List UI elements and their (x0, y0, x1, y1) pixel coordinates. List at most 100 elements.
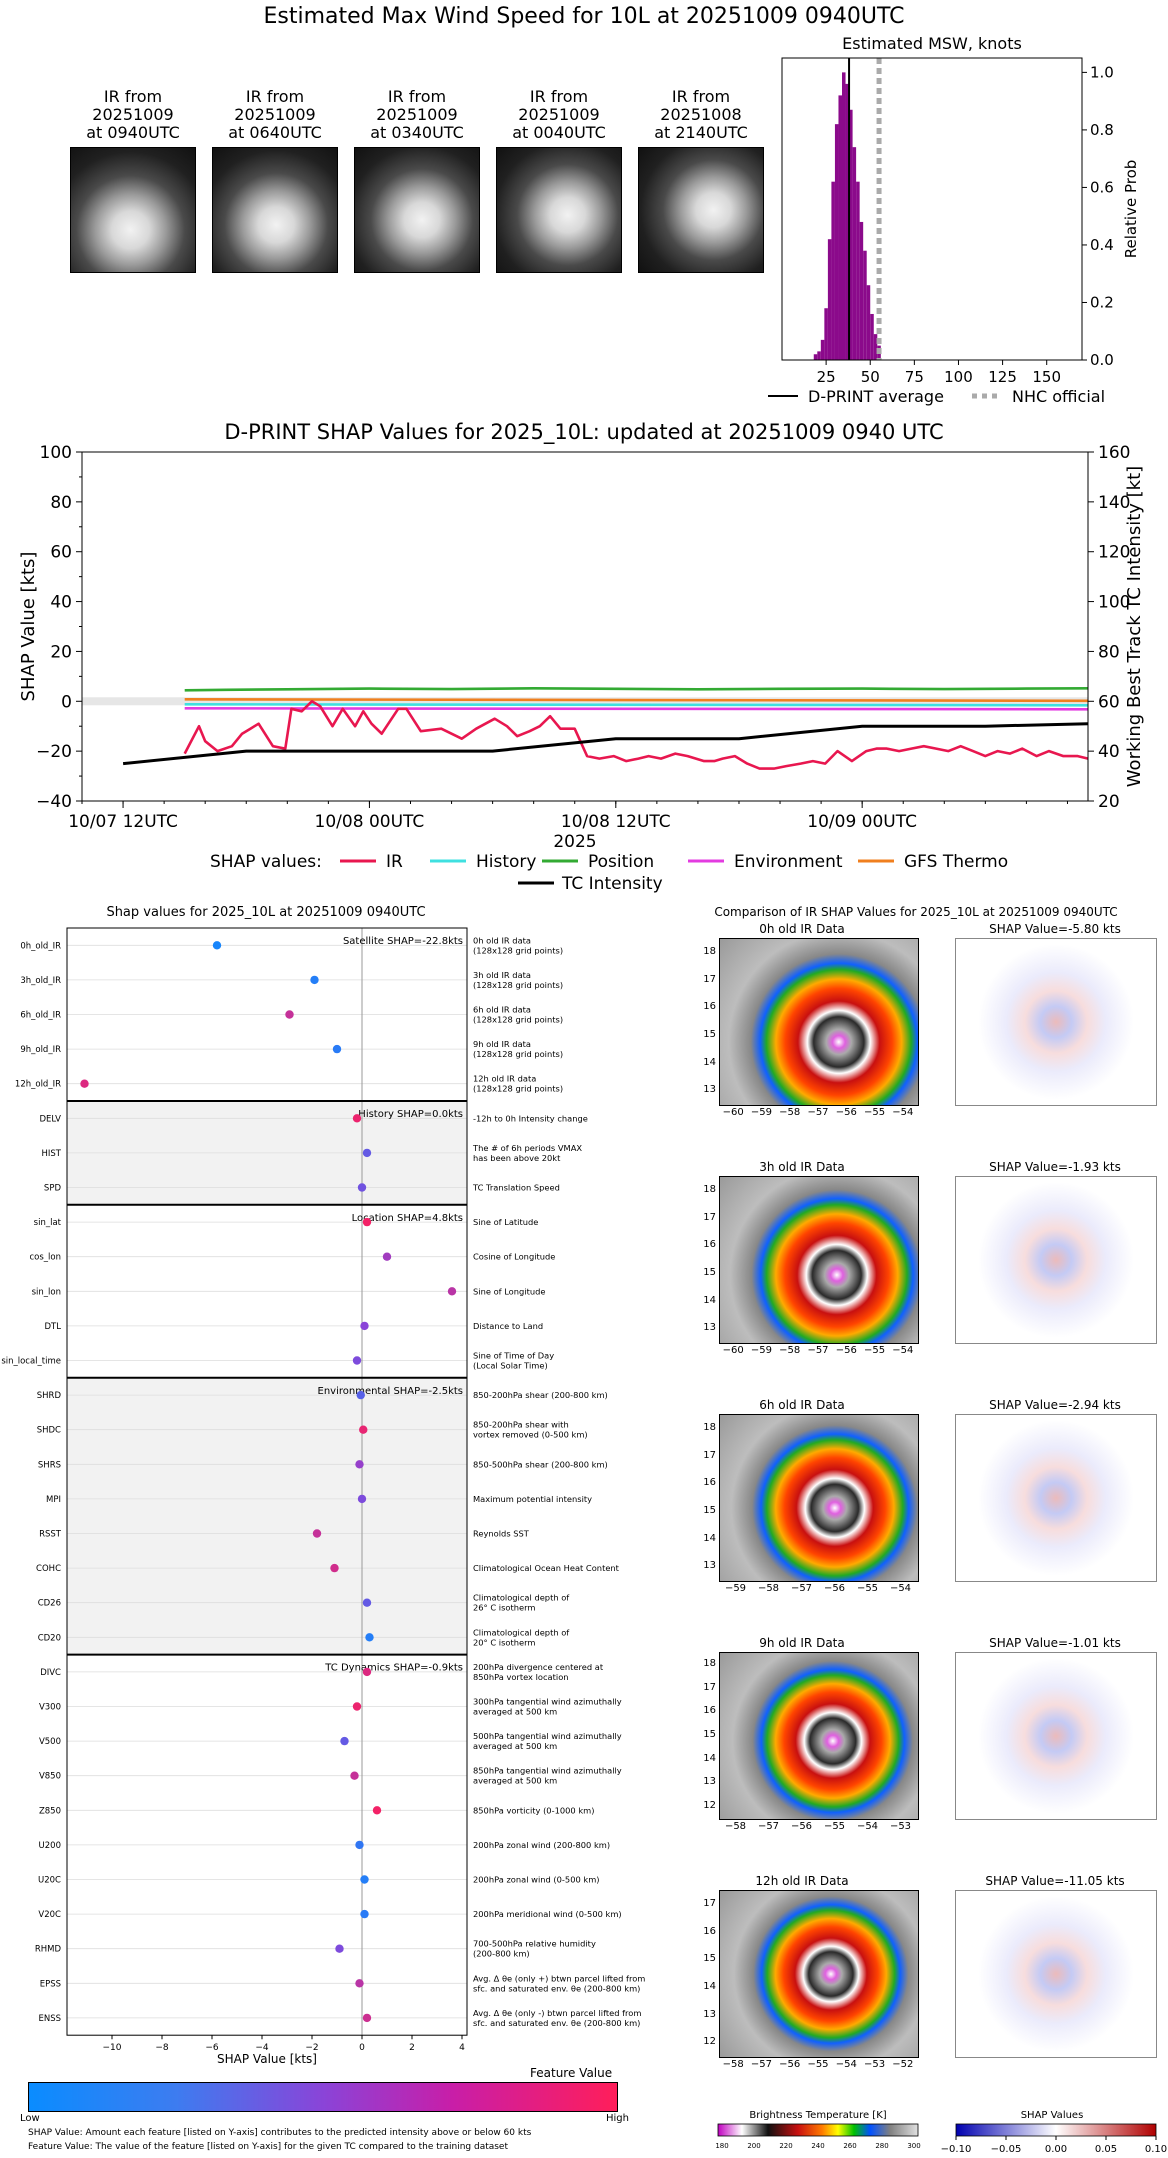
bt-tick-label: 280 (875, 2142, 888, 2150)
ts-y2-tick-label: 20 (1098, 792, 1120, 812)
feature-description: Avg. Δ θe (only +) btwn parcel lifted fr… (473, 1973, 645, 1983)
feature-shap-point (360, 1909, 369, 1919)
feature-shap-point (352, 1356, 362, 1365)
feature-description: (Local Solar Time) (473, 1361, 548, 1371)
ir-x-tick-label: −59 (750, 1345, 772, 1356)
feature-shap-point (362, 1148, 372, 1158)
shap-image-panel (955, 938, 1157, 1106)
ir-x-tick-label: −57 (807, 1107, 829, 1118)
feature-shap-point (335, 1944, 344, 1953)
shap-image-panel (955, 1890, 1157, 2058)
feature-x-tick-label: −6 (205, 2043, 219, 2053)
ir-x-tick-label: −54 (889, 1583, 912, 1594)
feature-description: Sine of Latitude (473, 1217, 538, 1227)
feature-description: 26° C isotherm (473, 1603, 535, 1613)
ir-y-tick-label: 13 (703, 1084, 716, 1096)
feature-x-axis-label: SHAP Value [kts] (217, 2052, 317, 2066)
shap-timeseries-chart: −40 −20 0 20 40 60 80 100 20 40 60 80 100 120 140 160 10… (18, 443, 1145, 894)
ir-panel-title: 6h old IR Data (759, 1398, 845, 1412)
ir-panel-title: 12h old IR Data (755, 1874, 849, 1888)
feature-description: 200hPa zonal wind (200-800 km) (473, 1840, 610, 1850)
bt-tick-label: 220 (779, 2142, 792, 2150)
thumb-caption-line: at 0940UTC (86, 123, 180, 142)
feature-name-label: MPI (46, 1495, 61, 1505)
feature-shap-point (362, 1598, 372, 1607)
thumb-caption-line: at 2140UTC (654, 123, 748, 142)
ir-x-tick-label: −58 (779, 1107, 801, 1118)
ts-x-tick-label: 10/07 12UTC (68, 812, 178, 832)
ir-x-tick-label: −56 (823, 1583, 846, 1594)
bt-colorbar (717, 2123, 919, 2137)
shap-image-panel (955, 1652, 1157, 1820)
feature-shap-point (365, 1633, 374, 1642)
bt-tick-label: 200 (747, 2142, 760, 2150)
feature-description: The # of 6h periods VMAX (472, 1143, 582, 1153)
feature-name-label: sin_local_time (1, 1357, 61, 1367)
feature-shap-point (356, 1390, 365, 1400)
thumb-caption-line: 20251009 (92, 105, 174, 124)
ir-y-tick-label: 13 (703, 2008, 716, 2020)
ir-y-tick-label: 18 (703, 1421, 716, 1433)
ir-y-tick-label: 18 (703, 945, 716, 957)
sv-tick-label: −0.10 (941, 2144, 972, 2155)
ir-y-tick-label: 17 (703, 1897, 716, 1909)
ir-image-panel (719, 1414, 919, 1582)
ir-y-tick-label: 16 (703, 1001, 716, 1013)
ir-y-tick-label: 13 (703, 1776, 716, 1788)
feature-description: Climatological Ocean Heat Content (473, 1563, 620, 1573)
histogram-bar (852, 147, 857, 360)
feature-description: 850-200hPa shear (200-800 km) (473, 1390, 608, 1400)
zero-band (82, 697, 1088, 706)
ir-y-tick-label: 14 (703, 1980, 716, 1992)
thumb-caption-line: IR from (245, 87, 305, 106)
group-label: TC Dynamics SHAP=-0.9kts (324, 1663, 463, 1674)
feature-shap-chart: Satellite SHAP=-22.8kts History SHAP=0.0k… (1, 927, 645, 2066)
feature-name-label: Z850 (39, 1806, 61, 1816)
histogram-bar (831, 181, 835, 360)
ir-thumbnail (212, 147, 338, 273)
ts-y2-axis-label: Working Best Track TC Intensity [kt] (1124, 466, 1145, 787)
ts-y2-tick-label: 160 (1098, 443, 1130, 463)
histogram-y-tick-label: 0.8 (1090, 121, 1114, 139)
histogram-y-tick-label: 0.2 (1090, 293, 1114, 311)
thumb-caption: IR from 20251009 at 0040UTC (486, 88, 632, 142)
feature-shap-point (310, 975, 319, 985)
feature-frame (66, 927, 468, 2036)
ir-image-panel (719, 1652, 919, 1820)
feature-description: 850-200hPa shear with (473, 1420, 569, 1430)
ir-panel-title: 0h old IR Data (759, 922, 845, 936)
ir-y-tick-label: 17 (703, 973, 716, 985)
ir-image-panel (719, 1890, 919, 2058)
feature-name-label: RHMD (35, 1945, 62, 1955)
feature-description: Reynolds SST (473, 1529, 530, 1539)
feature-shap-point (359, 1425, 368, 1434)
ir-y-tick-label: 15 (703, 1266, 716, 1278)
feature-shap-point (212, 941, 222, 950)
feature-x-tick-label: 4 (459, 2043, 465, 2053)
histogram-x-tick-label: 50 (861, 368, 880, 386)
feature-description: has been above 20kt (473, 1153, 561, 1163)
feature-name-label: V850 (39, 1772, 61, 1782)
feature-description: (200-800 km) (473, 1949, 530, 1959)
ir-y-tick-label: 16 (703, 1925, 716, 1937)
group-label: Location SHAP=4.8kts (352, 1213, 463, 1224)
ts-legend-label: IR (386, 852, 403, 872)
sv-colorbar (955, 2123, 1157, 2137)
histogram-y-tick-label: 0.4 (1090, 236, 1114, 254)
ir-y-tick-label: 12 (703, 2036, 716, 2048)
ts-legend-label: GFS Thermo (904, 852, 1008, 872)
ts-legend-label: History (476, 852, 536, 872)
ir-x-tick-label: −58 (757, 1583, 780, 1594)
feature-shap-point (330, 1563, 339, 1573)
ir-x-tick-label: −55 (823, 1821, 846, 1832)
feature-name-label: DIVC (40, 1668, 61, 1678)
ts-x-tick-label: 10/09 00UTC (807, 812, 917, 832)
histogram-bar (827, 239, 832, 360)
feature-shap-point (447, 1287, 457, 1296)
shap-panel-title: SHAP Value=-5.80 kts (989, 922, 1121, 936)
ir-x-tick-label: −54 (892, 1345, 914, 1356)
ts-y2-tick-label: 100 (1098, 593, 1130, 613)
thumb-caption-line: at 0340UTC (370, 123, 464, 142)
series-line-tc-intensity (122, 722, 1089, 766)
ts-y2-tick-label: 40 (1098, 742, 1120, 762)
